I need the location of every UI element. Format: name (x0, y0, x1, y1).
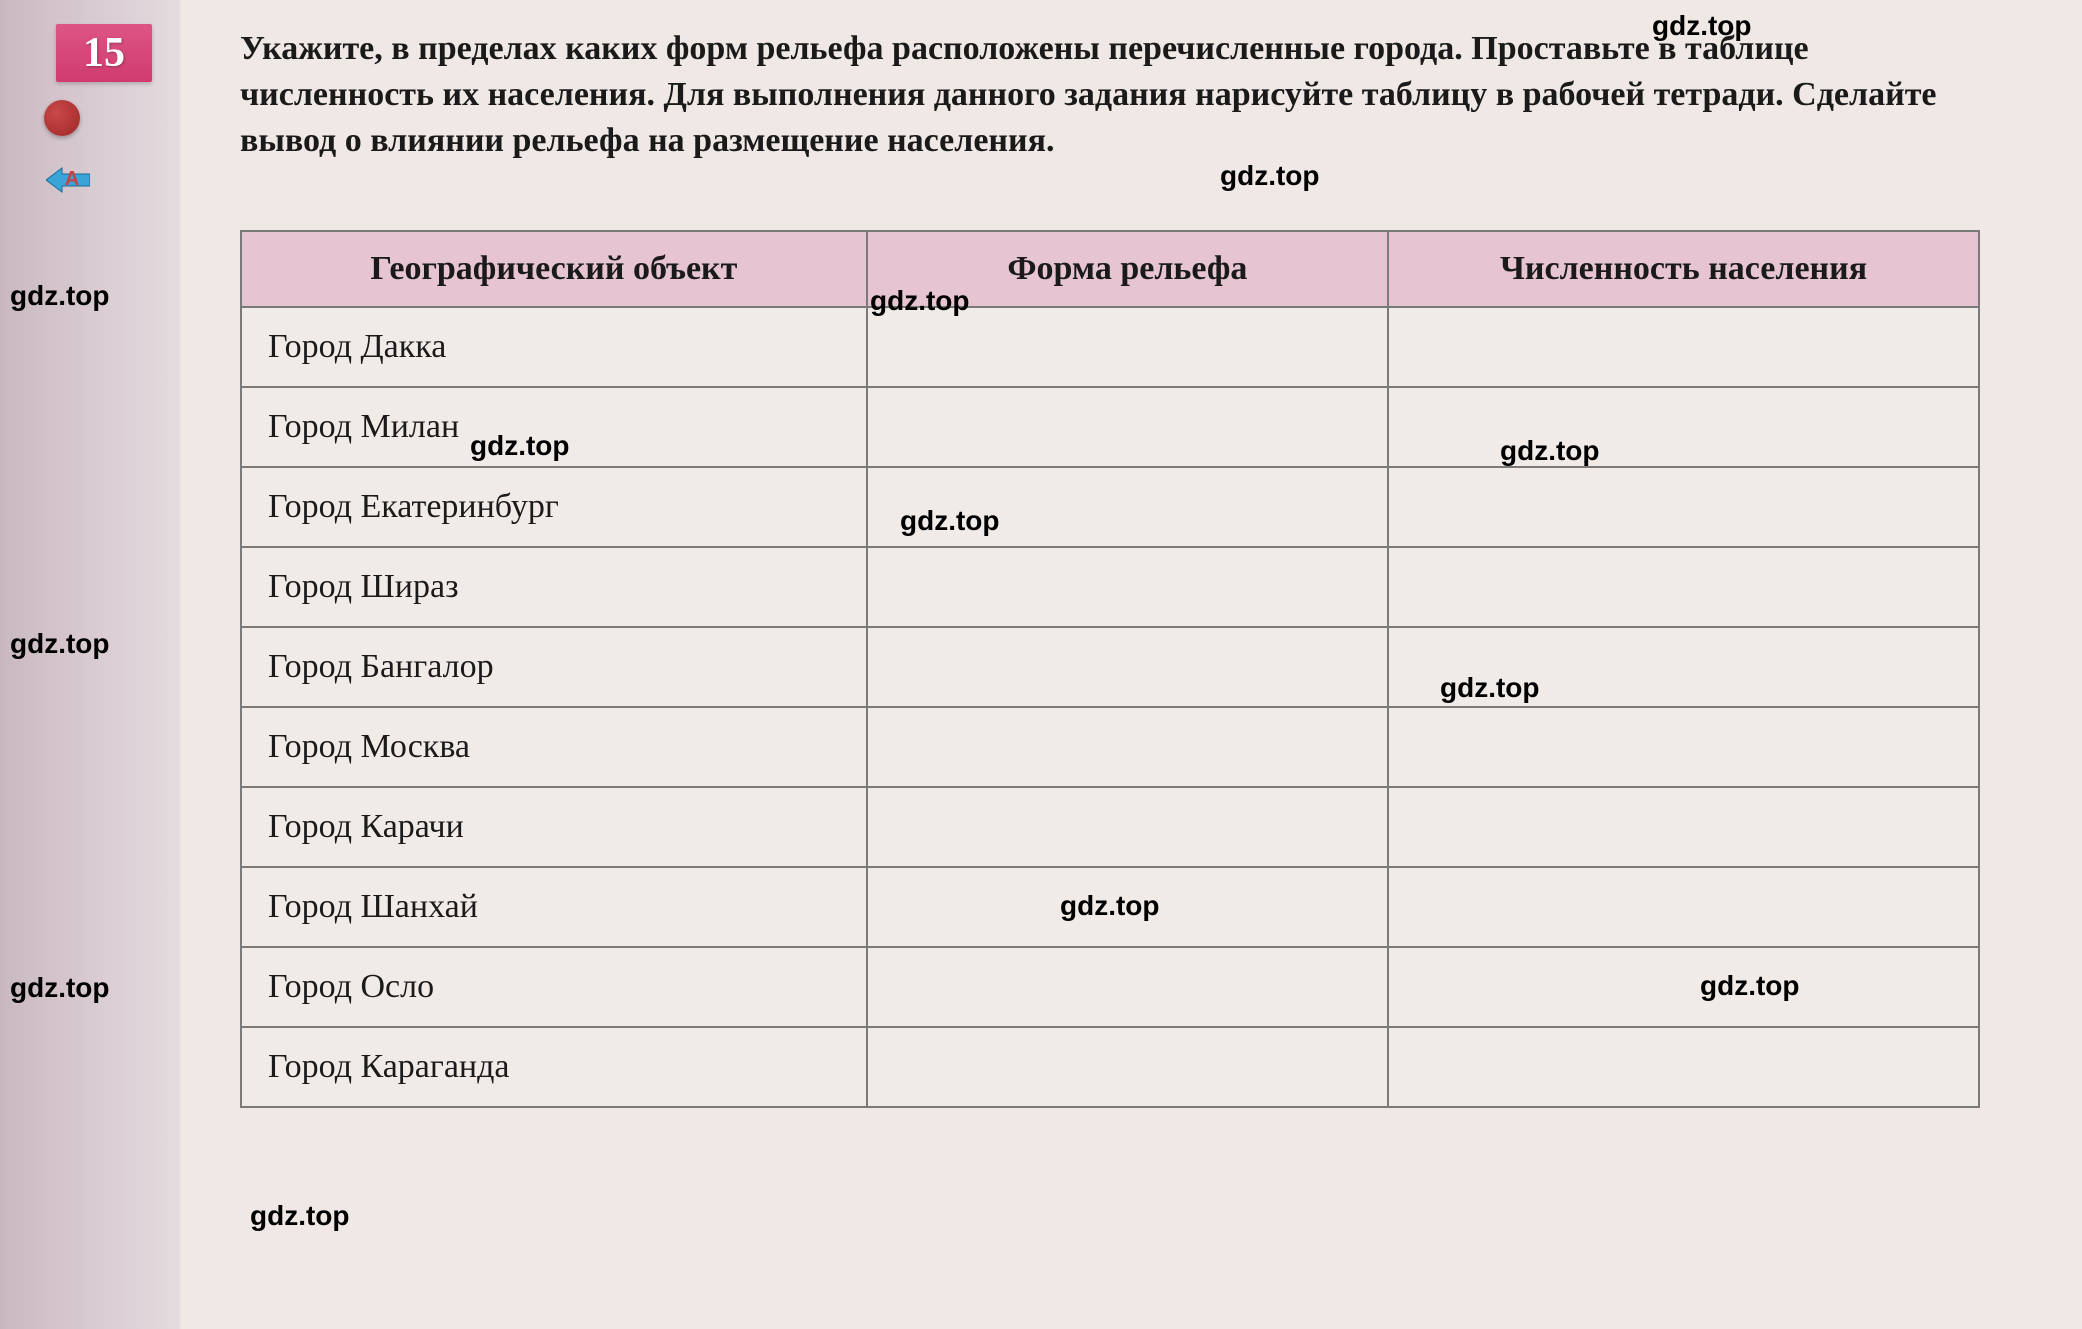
population-cell (1388, 467, 1979, 547)
population-cell (1388, 1027, 1979, 1107)
population-cell (1388, 387, 1979, 467)
table-row: Город Шанхай (241, 867, 1979, 947)
city-cell: Город Шираз (241, 547, 867, 627)
atlas-letter: А (65, 168, 79, 190)
population-cell (1388, 947, 1979, 1027)
relief-cell (867, 627, 1388, 707)
relief-cell (867, 387, 1388, 467)
relief-cell (867, 1027, 1388, 1107)
table-row: Город Милан (241, 387, 1979, 467)
city-cell: Город Осло (241, 947, 867, 1027)
city-cell: Город Караганда (241, 1027, 867, 1107)
population-cell (1388, 307, 1979, 387)
population-cell (1388, 707, 1979, 787)
table-row: Город Екатеринбург (241, 467, 1979, 547)
header-geo-object: Географический объект (241, 231, 867, 307)
table-row: Город Шираз (241, 547, 1979, 627)
city-cell: Город Шанхай (241, 867, 867, 947)
page-container: 15 А Укажите, в пределах каких форм рель… (0, 0, 2082, 1329)
table-row: Город Дакка (241, 307, 1979, 387)
relief-cell (867, 707, 1388, 787)
city-cell: Город Милан (241, 387, 867, 467)
city-cell: Город Москва (241, 707, 867, 787)
relief-cell (867, 467, 1388, 547)
table-header-row: Географический объект Форма рельефа Числ… (241, 231, 1979, 307)
city-cell: Город Бангалор (241, 627, 867, 707)
population-cell (1388, 867, 1979, 947)
task-number: 15 (83, 29, 125, 77)
city-cell: Город Екатеринбург (241, 467, 867, 547)
population-cell (1388, 627, 1979, 707)
table-row: Город Осло (241, 947, 1979, 1027)
header-relief-form: Форма рельефа (867, 231, 1388, 307)
population-cell (1388, 547, 1979, 627)
relief-cell (867, 547, 1388, 627)
task-number-box: 15 (56, 24, 152, 82)
table-row: Город Карачи (241, 787, 1979, 867)
city-cell: Город Карачи (241, 787, 867, 867)
population-cell (1388, 787, 1979, 867)
cities-table: Географический объект Форма рельефа Числ… (240, 230, 1980, 1108)
task-instruction-text: Укажите, в пределах каких форм рельефа р… (240, 26, 1980, 164)
relief-cell (867, 787, 1388, 867)
table-row: Город Бангалор (241, 627, 1979, 707)
relief-cell (867, 867, 1388, 947)
table-row: Город Караганда (241, 1027, 1979, 1107)
table-row: Город Москва (241, 707, 1979, 787)
relief-cell (867, 307, 1388, 387)
relief-cell (867, 947, 1388, 1027)
city-cell: Город Дакка (241, 307, 867, 387)
left-margin (0, 0, 180, 1329)
difficulty-bullet-icon (44, 100, 80, 136)
atlas-arrow-icon: А (46, 158, 90, 206)
header-population: Численность населения (1388, 231, 1979, 307)
